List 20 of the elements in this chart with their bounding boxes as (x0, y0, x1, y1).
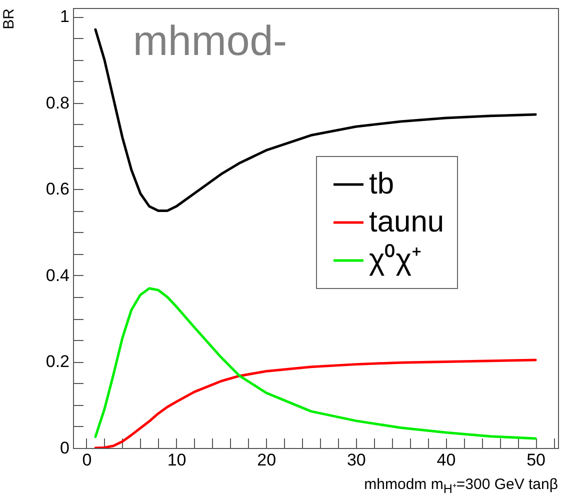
legend-label: tb (369, 168, 394, 200)
line-series (94, 358, 537, 448)
x-tick-label: 0 (82, 450, 92, 470)
y-tick-label: 0.8 (46, 93, 70, 112)
y-tick-label: 0 (60, 438, 70, 458)
x-tick-label: 20 (257, 450, 276, 470)
y-tick-label: 0.2 (46, 352, 70, 372)
y-tick-label: 0.6 (46, 180, 70, 199)
legend-label: χ⁰χ⁺ (369, 244, 422, 276)
line-series (94, 287, 537, 440)
x-axis-title: mhmodm m$_{H⁺}$=300 GeV tanβ (364, 476, 558, 497)
x-tick-label: 10 (167, 450, 186, 470)
chart-title: mhmod- (133, 17, 288, 64)
x-tick-label: 50 (526, 450, 546, 470)
y-axis-title: BR (0, 8, 18, 30)
y-tick-label: 1 (60, 7, 70, 26)
x-tick-label: 40 (436, 450, 456, 470)
x-tick-label: 30 (346, 450, 366, 470)
y-tick-label: 0.4 (46, 266, 70, 285)
legend-label: taunu (369, 206, 444, 238)
